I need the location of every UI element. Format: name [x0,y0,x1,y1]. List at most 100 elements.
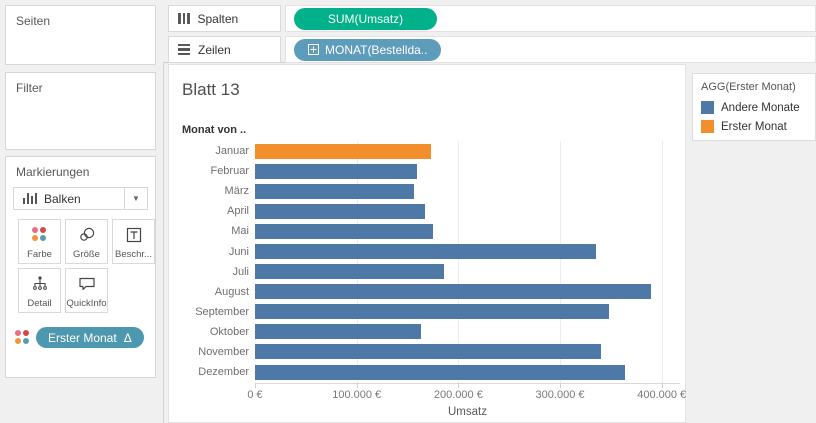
bar-mark[interactable] [255,203,425,219]
x-axis[interactable]: 0 € 100.000 € 200.000 € 300.000 € 400.000 € [247,383,686,401]
row-header-month[interactable]: September [195,305,249,318]
delta-icon: Δ [123,330,132,345]
row-header-month[interactable]: Mai [231,225,249,238]
mark-type-dropdown[interactable]: Balken ▼ [13,187,148,210]
row-header-month[interactable]: Oktober [209,325,249,338]
legend-title[interactable]: AGG(Erster Monat) [701,81,796,93]
monat-pill[interactable]: MONAT(Bestellda.. [294,38,442,61]
bar-track [255,284,680,300]
bar-track [255,223,680,239]
sheet-title: Blatt 13 [182,80,240,99]
color-legend: AGG(Erster Monat) Andere Monate Erster M… [692,73,816,141]
axis-tick-label: 0 € [247,389,263,401]
filter-shelf[interactable]: Filter [5,72,156,150]
bar-track [255,244,680,260]
rows-shelf-drop-area[interactable]: MONAT(Bestellda.. [285,36,816,63]
erster-monat-pill[interactable]: Erster Monat Δ [36,327,144,348]
legend-item-andere-monate[interactable]: Andere Monate [693,98,815,117]
bar-track [255,304,680,320]
mark-type-value: Balken [44,191,81,206]
legend-swatch-blue [701,101,714,114]
legend-item-erster-monat[interactable]: Erster Monat [693,117,815,136]
bar-track [255,344,680,360]
bar-mark[interactable] [255,344,601,360]
axis-tick-label: 300.000 € [535,389,585,401]
color-dots-icon [15,330,30,345]
detail-button[interactable]: Detail [18,268,61,313]
chevron-down-icon[interactable]: ▼ [124,188,147,209]
gridline [661,141,663,383]
axis-tick [458,383,460,388]
sum-umsatz-pill-label: SUM(Umsatz) [327,11,404,26]
bar-mark[interactable] [255,264,445,280]
rows-shelf-label: Zeilen [168,36,281,63]
erster-monat-pill-label: Erster Monat [48,330,117,345]
shelves-area: Spalten SUM(Umsatz) Zeilen MONAT(Bes [163,0,816,63]
row-header-month[interactable]: Juli [232,265,249,278]
plus-box-icon[interactable] [308,44,319,55]
row-header-month[interactable]: Februar [210,165,249,178]
gridline [458,141,460,383]
tooltip-button[interactable]: QuickInfo [65,268,108,313]
row-header-month[interactable]: Juni [228,245,249,258]
color-button-label: Farbe [27,249,52,260]
plot-gridlines [255,141,680,384]
bar-mark[interactable] [255,163,417,179]
bar-mark[interactable] [255,364,626,380]
worksheet: Blatt 13 Monat von .. Januar Februar März A… [168,64,686,423]
bar-mark[interactable] [255,183,414,199]
bar-track [255,163,680,179]
bar-mark[interactable] [255,143,431,159]
legend-label: Andere Monate [721,101,800,114]
detail-button-label: Detail [27,298,52,309]
size-button-label: Größe [73,249,100,260]
row-header-month[interactable]: November [198,345,249,358]
axis-tick [255,383,256,388]
bar-mark[interactable] [255,284,651,300]
color-dots-icon [19,220,60,249]
bar-track [255,324,680,340]
bar-mark[interactable] [255,324,421,340]
row-header-month[interactable]: Dezember [198,366,249,379]
bar-mark[interactable] [255,304,609,320]
row-header-month[interactable]: August [214,285,249,298]
gridline [356,141,358,383]
label-button[interactable]: Beschr... [112,219,155,264]
columns-shelf-drop-area[interactable]: SUM(Umsatz) [285,5,816,32]
bar-track [255,183,680,199]
text-icon [113,220,154,249]
axis-tick [356,383,358,388]
rows-shelf-text: Zeilen [198,42,231,57]
monat-pill-label: MONAT(Bestellda.. [325,42,428,57]
pages-shelf-title: Seiten [16,14,51,28]
bar-track [255,203,680,219]
bar-track [255,264,680,280]
sum-umsatz-pill[interactable]: SUM(Umsatz) [294,7,437,30]
size-button[interactable]: Größe [65,219,108,264]
color-button[interactable]: Farbe [18,219,61,264]
columns-icon [178,13,190,24]
x-axis-title[interactable]: Umsatz [448,406,487,418]
marks-card-title: Markierungen [16,165,90,179]
axis-tick [560,383,562,388]
speech-bubble-icon [66,269,107,298]
detail-icon [19,269,60,298]
rows-icon [178,43,190,56]
pages-shelf[interactable]: Seiten [5,5,156,65]
axis-tick-label: 400.000 € [637,389,687,401]
bar-track [255,364,680,380]
columns-shelf-label: Spalten [168,5,281,32]
bar-chart: Januar Februar März April Mai Juni Juli August S… [169,141,680,382]
columns-shelf-text: Spalten [197,11,239,26]
row-header-month[interactable]: Januar [215,145,249,158]
filter-shelf-title: Filter [16,81,43,95]
row-field-header[interactable]: Monat von .. [182,124,247,136]
row-header-month[interactable]: April [226,205,249,218]
row-header-month[interactable]: März [224,185,249,198]
bar-mark[interactable] [255,223,433,239]
gridline [560,141,562,383]
legend-swatch-orange [701,120,714,133]
size-icon [66,220,107,249]
bar-mark[interactable] [255,244,596,260]
